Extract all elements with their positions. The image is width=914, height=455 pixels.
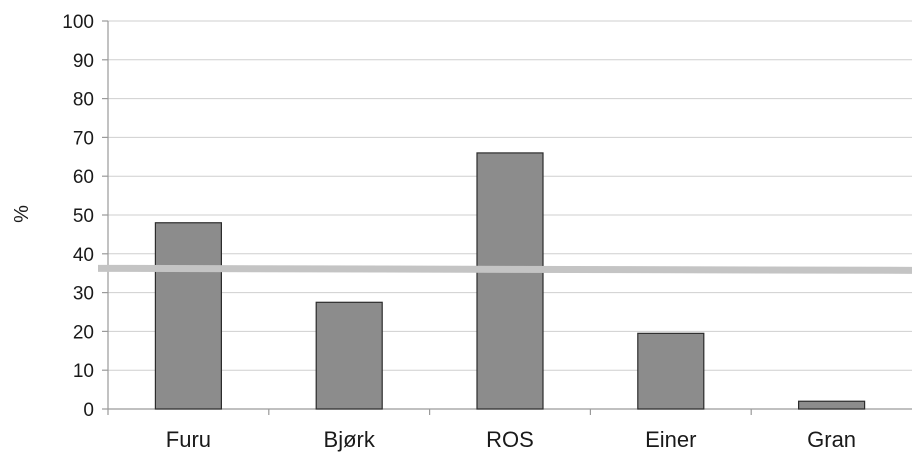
x-category-label: Bjørk	[324, 427, 376, 452]
x-axis-category-labels: Furu Bjørk ROS Einer Gran	[166, 427, 856, 452]
y-tick-label: 50	[73, 206, 94, 227]
x-category-label: Furu	[166, 427, 211, 452]
bar-furu	[154, 222, 222, 410]
y-tick-label: 30	[73, 284, 94, 305]
bar-bjørk	[315, 301, 383, 410]
y-tick-label: 80	[73, 90, 94, 111]
bar-ros	[476, 152, 544, 410]
y-tick-label: 10	[73, 361, 94, 382]
y-tick-label: 90	[73, 51, 94, 72]
bar-gran	[797, 400, 866, 410]
y-axis-label: %	[11, 205, 33, 223]
y-tick-label: 60	[73, 167, 94, 188]
x-category-label: ROS	[486, 427, 534, 452]
bar-einer	[637, 332, 705, 410]
y-tick-label: 70	[73, 128, 94, 149]
y-axis-tick-labels: 0 10 20 30 40 50 60 70 80 90 100	[62, 12, 94, 421]
bars	[107, 152, 866, 415]
y-tick-label: 100	[62, 12, 94, 33]
reference-line-layer	[97, 264, 913, 274]
y-tick-label: 20	[73, 322, 94, 343]
y-tick-label: 40	[73, 245, 94, 266]
x-category-label: Einer	[645, 427, 696, 452]
reference-line	[97, 264, 913, 274]
x-category-label: Gran	[807, 427, 856, 452]
y-tick-label: 0	[83, 400, 94, 421]
